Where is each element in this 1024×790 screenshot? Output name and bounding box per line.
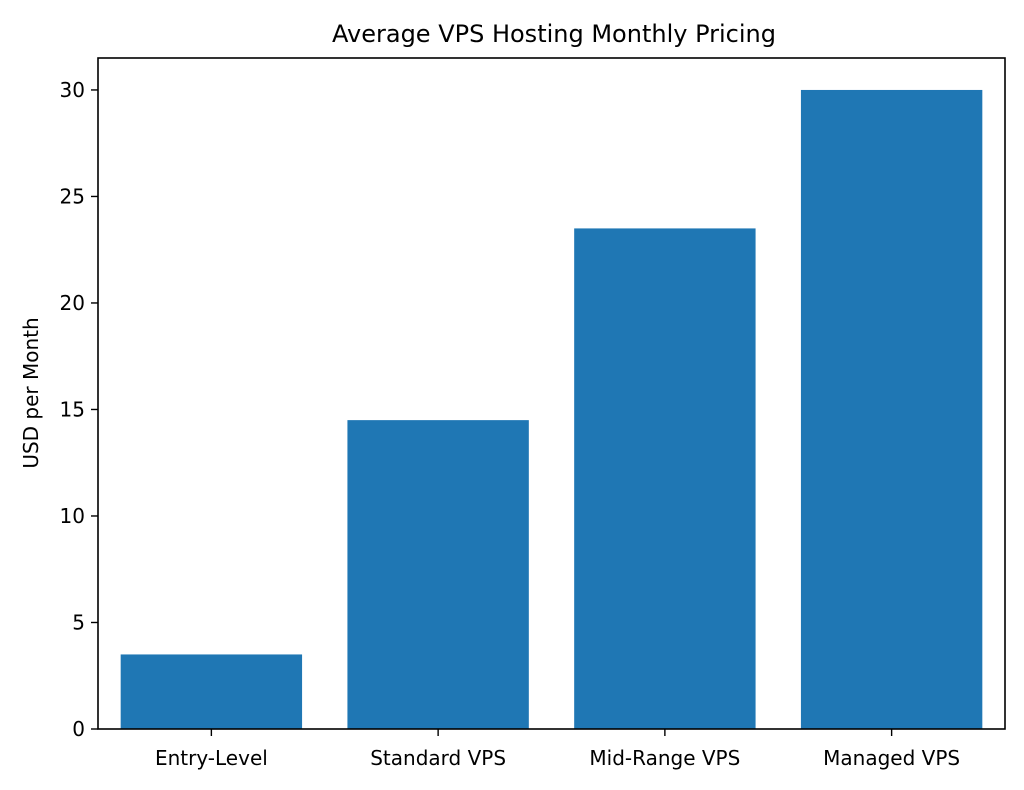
bar-entry-level (120, 654, 303, 729)
x-tick-label: Entry-Level (155, 746, 268, 770)
y-tick-label: 0 (72, 717, 85, 741)
y-tick-label: 20 (60, 291, 85, 315)
bar-mid-range-vps (574, 228, 756, 729)
y-tick-label: 30 (60, 78, 85, 102)
y-tick-label: 10 (60, 504, 85, 528)
x-axis-ticks: Entry-Level Standard VPS Mid-Range VPS Mana… (155, 729, 960, 770)
x-tick-label: Managed VPS (823, 746, 960, 770)
bar-standard-vps (347, 420, 529, 729)
y-tick-label: 25 (60, 184, 85, 208)
x-tick-label: Standard VPS (370, 746, 506, 770)
bar-managed-vps (800, 89, 983, 729)
y-tick-label: 15 (60, 397, 85, 421)
bars-layer (120, 89, 983, 729)
y-axis-label: USD per Month (19, 317, 43, 468)
y-tick-label: 5 (72, 610, 85, 634)
plot-frame (97, 57, 1006, 730)
x-tick-label: Mid-Range VPS (589, 746, 740, 770)
chart-title: Average VPS Hosting Monthly Pricing (332, 20, 776, 48)
y-axis-ticks: 0 5 10 15 20 25 30 (60, 78, 98, 741)
